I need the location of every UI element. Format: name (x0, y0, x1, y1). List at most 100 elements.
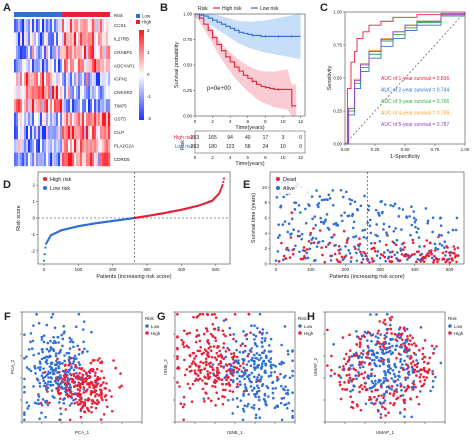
embedding-point (82, 391, 86, 394)
embedding-point (262, 351, 265, 355)
embedding-point (78, 389, 82, 392)
embedding-point (260, 365, 264, 368)
survival-point (304, 257, 308, 260)
heatmap-cell (50, 139, 53, 153)
embedding-point (78, 398, 81, 402)
embedding-point (370, 358, 374, 362)
embedding-point (46, 341, 50, 345)
embedding-point (193, 357, 196, 360)
embedding-point (258, 389, 261, 393)
embedding-point (88, 385, 91, 389)
heatmap-cell (72, 125, 75, 140)
embedding-point (358, 354, 361, 358)
survival-point (376, 234, 379, 238)
heatmap-cell (66, 72, 69, 87)
embedding-point (232, 368, 236, 372)
survival-point (378, 214, 381, 217)
embedding-point (73, 354, 77, 358)
embedding-point (383, 379, 386, 383)
embedding-point (74, 397, 77, 401)
survival-point (416, 227, 420, 230)
embedding-point (408, 339, 412, 342)
heatmap-cell (76, 19, 79, 33)
embedding-point (393, 389, 396, 393)
embedding-point (413, 342, 416, 345)
survival-point (373, 241, 377, 245)
heatmap-cell (20, 85, 23, 100)
heatmap-cell (52, 125, 55, 140)
embedding-point (419, 373, 423, 376)
embedding-point (363, 385, 367, 389)
embedding-point (227, 398, 230, 402)
embedding-point (110, 395, 113, 398)
heatmap-cell (106, 59, 109, 73)
embedding-point (339, 376, 343, 379)
heatmap-cell (88, 139, 91, 153)
heatmap-cell (44, 139, 47, 153)
embedding-point (291, 374, 294, 378)
survival-point (327, 193, 331, 197)
heatmap-cell (82, 72, 85, 87)
survival-y-tick-label: 4 (264, 231, 267, 236)
embedding-point (390, 332, 393, 335)
heatmap-cell (108, 125, 111, 140)
embedding-point (208, 371, 212, 375)
survival-point (412, 216, 416, 220)
risk-annotation-low (14, 12, 62, 17)
embedding-point (403, 408, 407, 411)
embedding-point (182, 345, 186, 349)
survival-point (361, 229, 364, 232)
embedding-point (221, 395, 224, 398)
heatmap-cell (102, 85, 105, 100)
embedding-point (193, 362, 197, 365)
embedding-point (78, 372, 81, 375)
heatmap-cell (70, 45, 73, 60)
embedding-point (411, 367, 415, 371)
embedding-legend-dot-low (145, 324, 149, 328)
embedding-point (414, 385, 417, 389)
embedding-point (432, 351, 435, 355)
embedding-point (207, 342, 211, 345)
heatmap-cell (32, 139, 35, 153)
heatmap-cell (68, 32, 71, 46)
heatmap-cell (82, 125, 85, 140)
embedding-point (229, 378, 233, 382)
embedding-point (374, 382, 378, 386)
embedding-point (252, 407, 256, 410)
embedding-point (221, 402, 225, 406)
embedding-point (368, 357, 372, 360)
embedding-point (23, 385, 26, 389)
heatmap-cell (80, 32, 83, 46)
embedding-point (345, 374, 349, 377)
embedding-point (400, 332, 404, 336)
heatmap-cell (90, 85, 93, 100)
embedding-point (87, 370, 91, 374)
heatmap-cell (18, 125, 21, 140)
survival-point (309, 231, 313, 235)
embedding-point (60, 333, 63, 337)
embedding-point (422, 382, 426, 386)
survival-point (293, 208, 297, 211)
heatmap-cell (32, 32, 35, 46)
heatmap-cell (82, 152, 85, 167)
embedding-point (89, 368, 93, 371)
embedding-point (263, 369, 267, 373)
embedding-point (286, 352, 290, 356)
embedding-point (361, 360, 364, 364)
heatmap-cell (94, 85, 97, 100)
embedding-point (27, 404, 31, 408)
embedding-point (40, 357, 44, 361)
heatmap-cell (34, 45, 37, 60)
embedding-point (217, 355, 221, 358)
embedding-point (242, 366, 245, 370)
heatmap-cell (34, 32, 37, 46)
heatmap-cell (22, 125, 25, 140)
embedding-point (50, 315, 53, 319)
heatmap-cell (100, 125, 103, 140)
heatmap-cell (62, 32, 65, 46)
embedding-point (72, 345, 75, 349)
embedding-point (382, 401, 385, 405)
heatmap-cell (60, 152, 63, 167)
embedding-point (413, 370, 416, 374)
embedding-point (252, 366, 256, 369)
